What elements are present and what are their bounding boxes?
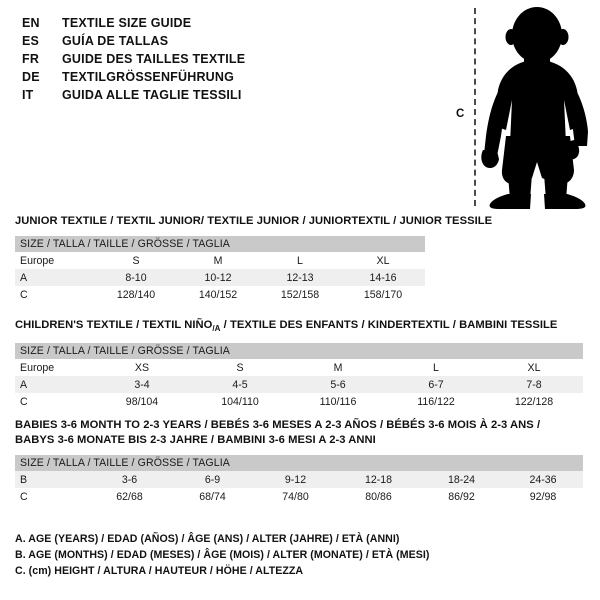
junior-row-c-v0: 128/140 <box>95 286 177 303</box>
children-size-header-row: SIZE / TALLA / TAILLE / GRÖSSE / TAGLIA <box>15 343 583 360</box>
language-code-de: DE <box>22 70 40 84</box>
children-row-c-v3: 116/122 <box>387 393 485 411</box>
babies-size-header-row: SIZE / TALLA / TAILLE / GRÖSSE / TAGLIA <box>15 455 583 471</box>
babies-row-b-v3: 12-18 <box>337 471 420 488</box>
language-row-es: ES GUÍA DE TALLAS <box>22 32 352 50</box>
children-row-a-v4: 7-8 <box>485 376 583 394</box>
language-title-de: TEXTILGRÖSSENFÜHRUNG <box>62 70 235 84</box>
language-row-it: IT GUIDA ALLE TAGLIE TESSILI <box>22 86 352 104</box>
table-row: Europe XS S M L XL <box>15 359 583 377</box>
junior-row-europe-v2: L <box>259 252 341 269</box>
section-babies-title-line2: BABYS 3-6 MONATE BIS 2-3 JAHRE / BAMBINI… <box>15 434 376 446</box>
legend-notes: A. AGE (YEARS) / EDAD (AÑOS) / ÂGE (ANS)… <box>15 531 475 579</box>
junior-row-c-v2: 152/158 <box>259 286 341 303</box>
junior-row-europe-v3: XL <box>341 252 425 269</box>
toddler-silhouette-icon <box>481 7 588 209</box>
language-code-it: IT <box>22 88 34 102</box>
section-junior-textile: JUNIOR TEXTILE / TEXTIL JUNIOR/ TEXTILE … <box>15 214 493 303</box>
legend-row-c: C. (cm) HEIGHT / ALTURA / HAUTEUR / HÖHE… <box>15 565 304 577</box>
babies-size-table: SIZE / TALLA / TAILLE / GRÖSSE / TAGLIA … <box>15 455 583 505</box>
language-title-en: TEXTILE SIZE GUIDE <box>62 16 192 30</box>
children-row-c-v1: 104/110 <box>191 393 289 411</box>
section-children-title-part1: CHILDREN'S TEXTILE / TEXTIL NIÑO <box>15 319 213 331</box>
language-code-fr: FR <box>22 52 40 66</box>
height-dashed-guide-line <box>474 8 476 206</box>
children-size-table: SIZE / TALLA / TAILLE / GRÖSSE / TAGLIA … <box>15 343 583 411</box>
section-babies-title-line1: BABIES 3-6 MONTH TO 2-3 YEARS / BEBÉS 3-… <box>15 419 541 431</box>
language-row-fr: FR GUIDE DES TAILLES TEXTILE <box>22 50 352 68</box>
children-row-a-label: A <box>15 376 93 394</box>
language-title-list: EN TEXTILE SIZE GUIDE ES GUÍA DE TALLAS … <box>22 14 352 104</box>
junior-row-a-v1: 10-12 <box>177 269 259 286</box>
height-label-c: C <box>456 108 465 120</box>
junior-row-europe-label: Europe <box>15 252 95 269</box>
junior-row-europe-v0: S <box>95 252 177 269</box>
babies-row-c-v1: 68/74 <box>171 488 254 505</box>
junior-row-c-label: C <box>15 286 95 303</box>
junior-row-a-v0: 8-10 <box>95 269 177 286</box>
children-size-header-label: SIZE / TALLA / TAILLE / GRÖSSE / TAGLIA <box>15 343 583 360</box>
babies-row-c-v0: 62/68 <box>88 488 171 505</box>
children-row-c-v4: 122/128 <box>485 393 583 411</box>
language-title-it: GUIDA ALLE TAGLIE TESSILI <box>62 88 242 102</box>
babies-row-b-label: B <box>15 471 88 488</box>
babies-row-b-v5: 24-36 <box>503 471 583 488</box>
children-row-europe-v0: XS <box>93 359 191 377</box>
babies-row-c-v4: 86/92 <box>420 488 503 505</box>
section-junior-title: JUNIOR TEXTILE / TEXTIL JUNIOR/ TEXTILE … <box>15 215 493 227</box>
legend-row-a: A. AGE (YEARS) / EDAD (AÑOS) / ÂGE (ANS)… <box>15 533 400 545</box>
language-code-en: EN <box>22 16 40 30</box>
children-row-c-label: C <box>15 393 93 411</box>
children-row-europe-v4: XL <box>485 359 583 377</box>
junior-size-table: SIZE / TALLA / TAILLE / GRÖSSE / TAGLIA … <box>15 236 425 303</box>
junior-size-header-label: SIZE / TALLA / TAILLE / GRÖSSE / TAGLIA <box>15 236 425 252</box>
children-row-c-v0: 98/104 <box>93 393 191 411</box>
language-title-fr: GUIDE DES TAILLES TEXTILE <box>62 52 246 66</box>
children-row-europe-v3: L <box>387 359 485 377</box>
children-row-europe-v2: M <box>289 359 387 377</box>
legend-row-b: B. AGE (MONTHS) / EDAD (MESES) / ÂGE (MO… <box>15 549 430 561</box>
language-title-es: GUÍA DE TALLAS <box>62 34 169 48</box>
junior-row-c-v3: 158/170 <box>341 286 425 303</box>
children-row-a-v3: 6-7 <box>387 376 485 394</box>
junior-row-europe-v1: M <box>177 252 259 269</box>
table-row: C 62/68 68/74 74/80 80/86 86/92 92/98 <box>15 488 583 505</box>
babies-row-c-v5: 92/98 <box>503 488 583 505</box>
height-measurement-figure: C <box>448 0 600 212</box>
babies-row-c-v3: 80/86 <box>337 488 420 505</box>
junior-row-a-v2: 12-13 <box>259 269 341 286</box>
section-children-title-part2: / TEXTILE DES ENFANTS / KINDERTEXTIL / B… <box>220 319 558 331</box>
children-row-a-v2: 5-6 <box>289 376 387 394</box>
section-children-title-sub: /A <box>212 324 221 334</box>
section-children-title: CHILDREN'S TEXTILE / TEXTIL NIÑO/A / TEX… <box>15 318 583 336</box>
babies-row-b-v0: 3-6 <box>88 471 171 488</box>
junior-size-header-row: SIZE / TALLA / TAILLE / GRÖSSE / TAGLIA <box>15 236 425 252</box>
junior-row-a-label: A <box>15 269 95 286</box>
babies-row-b-v2: 9-12 <box>254 471 337 488</box>
junior-row-c-v1: 140/152 <box>177 286 259 303</box>
babies-size-header-label: SIZE / TALLA / TAILLE / GRÖSSE / TAGLIA <box>15 455 583 471</box>
children-row-europe-label: Europe <box>15 359 93 377</box>
children-row-a-v1: 4-5 <box>191 376 289 394</box>
babies-row-b-v4: 18-24 <box>420 471 503 488</box>
table-row: A 3-4 4-5 5-6 6-7 7-8 <box>15 376 583 394</box>
babies-row-b-v1: 6-9 <box>171 471 254 488</box>
section-children-textile: CHILDREN'S TEXTILE / TEXTIL NIÑO/A / TEX… <box>15 318 583 411</box>
table-row: C 98/104 104/110 110/116 116/122 122/128 <box>15 393 583 411</box>
children-row-c-v2: 110/116 <box>289 393 387 411</box>
language-row-en: EN TEXTILE SIZE GUIDE <box>22 14 352 32</box>
language-code-es: ES <box>22 34 40 48</box>
section-babies-textile: BABIES 3-6 MONTH TO 2-3 YEARS / BEBÉS 3-… <box>15 418 583 505</box>
children-row-europe-v1: S <box>191 359 289 377</box>
language-row-de: DE TEXTILGRÖSSENFÜHRUNG <box>22 68 352 86</box>
junior-row-a-v3: 14-16 <box>341 269 425 286</box>
table-row: B 3-6 6-9 9-12 12-18 18-24 24-36 <box>15 471 583 488</box>
table-row: Europe S M L XL <box>15 252 425 269</box>
children-row-a-v0: 3-4 <box>93 376 191 394</box>
babies-row-c-v2: 74/80 <box>254 488 337 505</box>
babies-row-c-label: C <box>15 488 88 505</box>
table-row: C 128/140 140/152 152/158 158/170 <box>15 286 425 303</box>
table-row: A 8-10 10-12 12-13 14-16 <box>15 269 425 286</box>
